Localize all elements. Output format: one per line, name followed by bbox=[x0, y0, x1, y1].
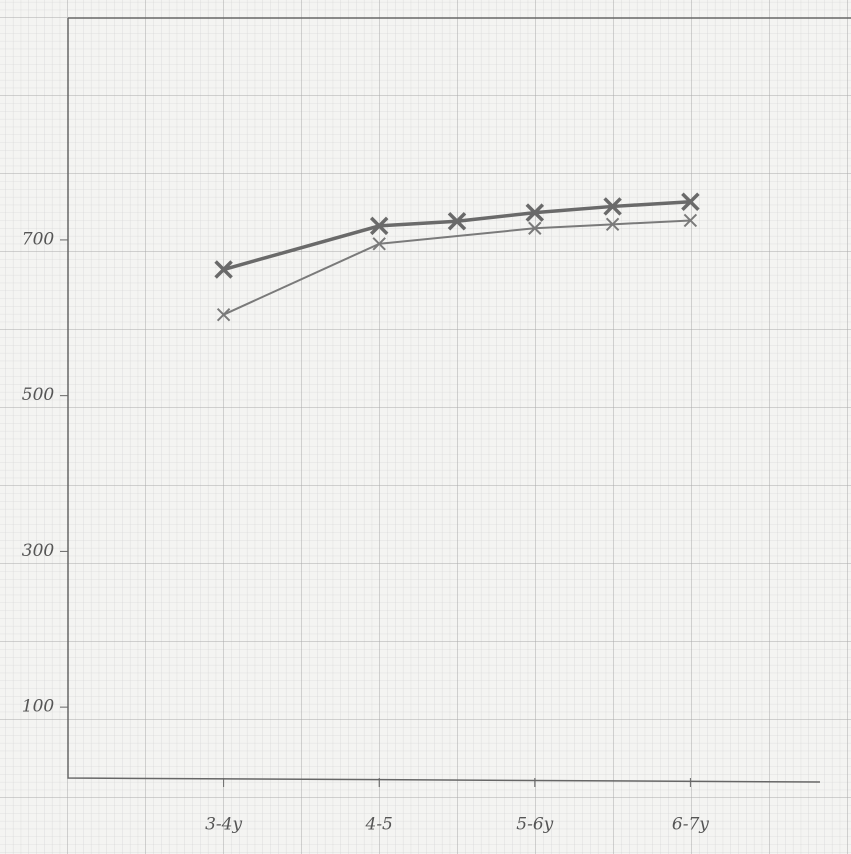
x-tick-label: 4-5 bbox=[365, 815, 393, 835]
x-tick-label: 6-7y bbox=[672, 815, 709, 835]
x-tick-label: 5-6y bbox=[516, 815, 553, 835]
y-tick-label: 300 bbox=[22, 541, 55, 561]
y-tick-label: 100 bbox=[22, 697, 55, 717]
graph-paper bbox=[0, 0, 851, 854]
x-tick-label: 3-4y bbox=[205, 815, 242, 835]
y-tick-label: 700 bbox=[22, 229, 55, 249]
page: {"chart_data": {"type": "line", "xlim": … bbox=[0, 0, 851, 854]
chart: 100 300 500 700 3-4y 4-5 5-6y 6-7y bbox=[0, 0, 851, 854]
y-tick-label: 500 bbox=[22, 385, 55, 405]
